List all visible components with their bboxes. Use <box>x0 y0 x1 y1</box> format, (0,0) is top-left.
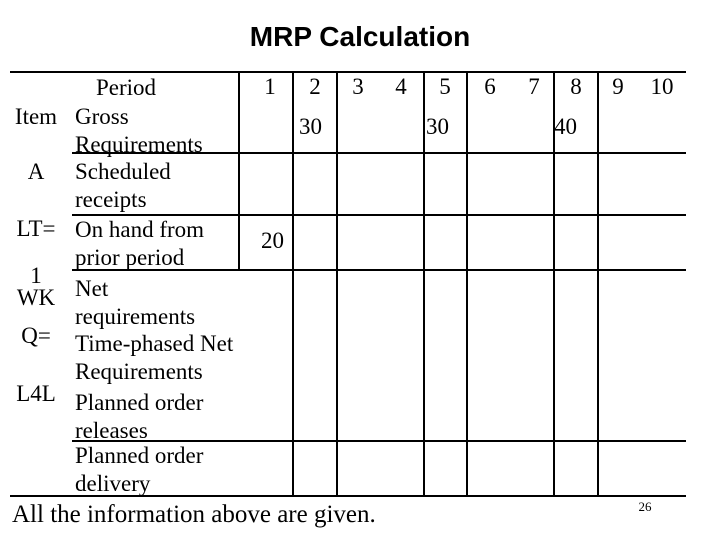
grid-line-vertical <box>238 71 240 271</box>
period-header-8: 8 <box>570 74 582 99</box>
slide-title: MRP Calculation <box>249 21 471 52</box>
period-header-3: 3 <box>352 74 364 99</box>
footnote-text: All the information above are given. <box>12 501 376 528</box>
row-label-planned-order-delivery: Planned order delivery <box>75 443 204 496</box>
period-header-5: 5 <box>439 74 451 99</box>
period-header-4: 4 <box>395 74 407 99</box>
row-label-planned-order-releases: Planned order releases <box>75 390 204 443</box>
grid-line-horizontal <box>72 269 686 271</box>
grid-line-vertical <box>553 71 555 497</box>
period-header-label: Period <box>96 75 157 100</box>
period-header-10: 10 <box>650 74 674 99</box>
period-header-7: 7 <box>528 74 540 99</box>
grid-line-vertical <box>423 71 425 497</box>
row-label-time-phased-net: Time-phased Net Requirements <box>75 331 234 384</box>
cell-gross-requirements-period-5: 30 <box>426 114 449 139</box>
item-label: Item <box>14 104 58 129</box>
cell-on-hand-period-1: 20 <box>261 228 284 253</box>
period-header-2: 2 <box>309 74 321 99</box>
cell-gross-requirements-period-8: 40 <box>554 114 577 139</box>
grid-line-vertical <box>466 71 468 497</box>
grid-line-horizontal <box>72 152 686 154</box>
lot-size-value: L4L <box>16 381 56 406</box>
row-label-on-hand: On hand from prior period <box>75 217 205 270</box>
page-number: 26 <box>638 499 652 514</box>
lead-time-label: LT= <box>16 216 56 241</box>
grid-line-horizontal-top <box>10 71 686 73</box>
grid-line-horizontal <box>72 214 686 216</box>
period-header-1: 1 <box>264 74 276 99</box>
row-label-scheduled-receipts: Scheduled receipts <box>75 159 171 212</box>
grid-line-vertical <box>336 71 338 497</box>
period-header-6: 6 <box>484 74 496 99</box>
row-label-gross-requirements: Gross Requirements <box>75 104 203 157</box>
grid-line-horizontal <box>72 440 686 442</box>
lead-time-value: 1 <box>30 263 42 288</box>
row-label-net-requirements: Net requirements <box>75 276 196 329</box>
lot-size-label: Q= <box>21 323 51 348</box>
grid-line-horizontal-bottom <box>10 495 686 497</box>
period-header-9: 9 <box>612 74 624 99</box>
cell-gross-requirements-period-2: 30 <box>299 114 322 139</box>
grid-line-vertical <box>292 71 294 497</box>
lead-time-unit: WK <box>16 285 56 310</box>
grid-line-vertical <box>597 71 599 497</box>
item-name-label: A <box>27 159 45 184</box>
